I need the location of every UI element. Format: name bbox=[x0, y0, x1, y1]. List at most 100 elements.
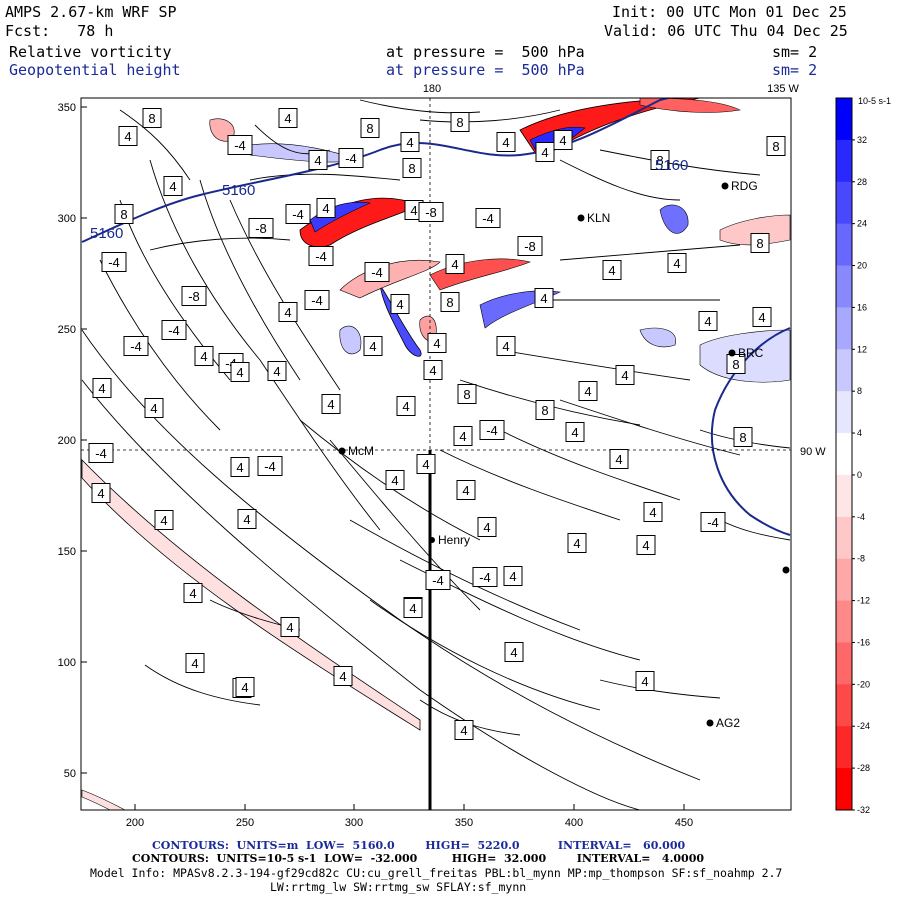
colorbar: 32 28 24 20 16 12 8 4 0 -4 -8 -12 -16 -20 -24 -28 -32 bbox=[835, 97, 870, 815]
vorticity-label-box bbox=[615, 365, 635, 385]
vorticity-label-box bbox=[667, 253, 687, 273]
vorticity-contour-info: CONTOURS: UNITS=10-5 s-1 LOW= -32.000 HI… bbox=[132, 852, 705, 865]
vorticity-label: 4 bbox=[540, 291, 547, 306]
vorticity-label-box bbox=[257, 456, 283, 476]
vorticity-label: 8 bbox=[408, 161, 415, 176]
vorticity-label: 4 bbox=[327, 397, 334, 412]
x-tick: 400 bbox=[565, 817, 583, 829]
vorticity-label: 4 bbox=[673, 256, 680, 271]
vorticity-label-box bbox=[453, 426, 473, 446]
vorticity-label: -4 bbox=[95, 446, 107, 461]
colorbar-swatch bbox=[836, 768, 852, 811]
vorticity-label-box bbox=[565, 422, 585, 442]
vorticity-label-box bbox=[427, 333, 447, 353]
vorticity-label: 4 bbox=[189, 586, 196, 601]
vorticity-label: -4 bbox=[432, 573, 444, 588]
vorticity-label-box bbox=[118, 126, 138, 146]
colorbar-swatch bbox=[836, 307, 852, 350]
vorticity-label: -4 bbox=[292, 207, 304, 222]
x-axis-labels: 200 250 300 350 400 450 bbox=[126, 817, 693, 829]
vorticity-label: -4 bbox=[479, 570, 491, 585]
y-axis-labels: 350 300 250 200 150 100 50 bbox=[58, 102, 76, 780]
vorticity-label-box bbox=[403, 598, 423, 618]
vorticity-label: 4 bbox=[460, 723, 467, 738]
vorticity-label: 4 bbox=[160, 513, 167, 528]
vorticity-label-box bbox=[308, 246, 334, 266]
vorticity-label-box bbox=[278, 302, 298, 322]
vorticity-label: 4 bbox=[236, 365, 243, 380]
vorticity-label-box bbox=[92, 378, 112, 398]
vorticity-label-box bbox=[643, 502, 663, 522]
vorticity-label-box bbox=[472, 567, 498, 587]
colorbar-label: -12 bbox=[857, 596, 870, 606]
vorticity-label-box bbox=[385, 470, 405, 490]
vorticity-label-box bbox=[479, 420, 505, 440]
vorticity-label-box bbox=[534, 288, 554, 308]
x-tick: 350 bbox=[455, 817, 473, 829]
vorticity-label: 8 bbox=[656, 153, 663, 168]
plot-frame bbox=[80, 97, 792, 811]
vorticity-label: 4 bbox=[459, 429, 466, 444]
vorticity-label-box bbox=[402, 158, 422, 178]
colorbar-label: 28 bbox=[857, 177, 867, 187]
vorticity-label: 4 bbox=[273, 364, 280, 379]
vorticity-label-box bbox=[635, 671, 655, 691]
vorticity-label: -4 bbox=[168, 323, 180, 338]
vorticity-label: 4 bbox=[433, 336, 440, 351]
vorticity-label-box bbox=[752, 307, 772, 327]
vorticity-label-box bbox=[280, 617, 300, 637]
vorticity-label-box bbox=[750, 233, 770, 253]
height-contour-label: 5160 bbox=[222, 182, 255, 199]
vorticity-label: 4 bbox=[615, 452, 622, 467]
colorbar-label: 24 bbox=[857, 219, 867, 229]
vorticity-label: 4 bbox=[641, 674, 648, 689]
vorticity-label-box bbox=[101, 252, 127, 272]
vorticity-label: 4 bbox=[236, 460, 243, 475]
vorticity-label: -8 bbox=[524, 239, 536, 254]
vorticity-label: 4 bbox=[286, 620, 293, 635]
vorticity-label-box bbox=[504, 642, 524, 662]
vorticity-label: 4 bbox=[284, 111, 291, 126]
y-tick: 300 bbox=[58, 213, 76, 225]
vorticity-label: 4 bbox=[704, 314, 711, 329]
vorticity-label-box bbox=[235, 677, 255, 697]
vorticity-label: 4 bbox=[642, 538, 649, 553]
height-contour-label: 5160 bbox=[655, 157, 688, 174]
vorticity-label-box bbox=[278, 108, 298, 128]
vorticity-label-box bbox=[237, 509, 257, 529]
station-label: Henry bbox=[438, 533, 470, 547]
vorticity-label: 8 bbox=[456, 115, 463, 130]
vorticity-label: 4 bbox=[649, 505, 656, 520]
lon-label-180: 180 bbox=[423, 83, 441, 95]
height-labels: 5160 5160 5160 bbox=[90, 157, 688, 242]
height-contours bbox=[81, 98, 791, 536]
vorticity-label: 4 bbox=[241, 680, 248, 695]
vorticity-label-box bbox=[726, 354, 746, 374]
vorticity-label-box bbox=[396, 396, 416, 416]
vorticity-label: -4 bbox=[108, 255, 120, 270]
colorbar-swatch bbox=[836, 684, 852, 727]
vorticity-label-box bbox=[183, 583, 203, 603]
vorticity-label: -4 bbox=[345, 151, 357, 166]
vorticity-label: 4 bbox=[97, 486, 104, 501]
field1-level: at pressure = 500 hPa bbox=[386, 43, 585, 61]
vorticity-label-box bbox=[567, 533, 587, 553]
vorticity-label-box bbox=[578, 381, 598, 401]
vorticity-label: 4 bbox=[573, 536, 580, 551]
vorticity-label: -8 bbox=[255, 221, 267, 236]
colorbar-label: -4 bbox=[857, 512, 865, 522]
map-fields: 4 8 -4 8 4 8 4 4 -4 8 4 4 4 8 8 4 8 -4 4 4 -8 -4 -8 -4 -8 -4 -8 -4 4… bbox=[81, 98, 791, 810]
vorticity-label: 8 bbox=[732, 357, 739, 372]
vorticity-label: -4 bbox=[371, 265, 383, 280]
colorbar-label: -24 bbox=[857, 721, 870, 731]
vorticity-label: 8 bbox=[772, 139, 779, 154]
vorticity-label: 8 bbox=[366, 121, 373, 136]
vorticity-label-box bbox=[700, 512, 726, 532]
model-title: AMPS 2.67-km WRF SP bbox=[5, 3, 177, 21]
field2-level: at pressure = 500 hPa bbox=[386, 61, 585, 79]
vorticity-label-box bbox=[230, 457, 250, 477]
y-tick: 350 bbox=[58, 102, 76, 114]
colorbar-swatch bbox=[836, 642, 852, 685]
vorticity-label: -4 bbox=[264, 459, 276, 474]
vorticity-label-box bbox=[321, 394, 341, 414]
